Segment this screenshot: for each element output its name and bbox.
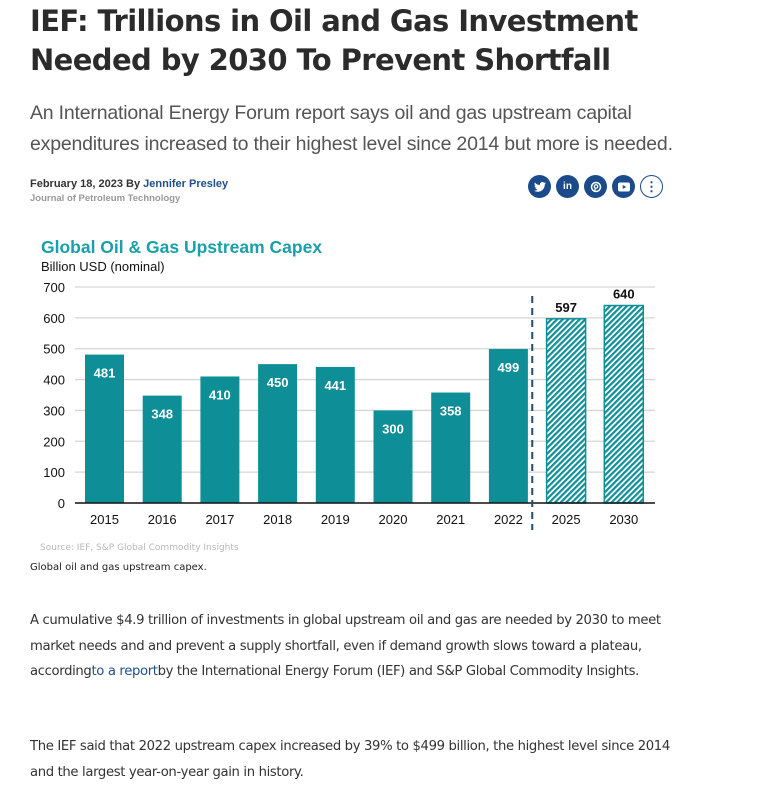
y-tick-label: 700: [43, 280, 65, 295]
twitter-icon: [533, 181, 546, 192]
bar-2017: [200, 376, 240, 503]
chart-source: Source: IEF, S&P Global Commodity Insigh…: [40, 543, 239, 553]
x-tick-label: 2017: [205, 512, 234, 527]
paragraph-text: A cumulative $4.9 trillion of investment…: [30, 613, 661, 679]
linkedin-share-button[interactable]: in: [556, 175, 579, 198]
bar-2019: [315, 366, 355, 503]
youtube-icon: [617, 182, 630, 191]
article-meta: February 18, 2023 By Jennifer Presley Jo…: [30, 178, 228, 205]
y-tick-label: 100: [43, 465, 65, 480]
paragraph-text: by the International Energy Forum (IEF) …: [157, 664, 640, 679]
x-tick-label: 2030: [609, 512, 638, 527]
article-paragraph: A cumulative $4.9 trillion of investment…: [30, 608, 680, 685]
bar-2022: [488, 349, 528, 503]
y-tick-label: 400: [43, 373, 65, 388]
data-label-2021: 358: [440, 404, 462, 419]
data-label-2020: 300: [382, 421, 404, 436]
pinterest-icon: [590, 181, 601, 192]
social-share-bar: in ⋮: [528, 175, 663, 198]
x-tick-label: 2021: [436, 512, 465, 527]
article-paragraph: The IEF said that 2022 upstream capex in…: [30, 739, 670, 780]
linkedin-icon: in: [563, 181, 572, 192]
more-options-button[interactable]: ⋮: [640, 175, 663, 198]
data-label-2015: 481: [94, 366, 116, 381]
article-subtitle: An International Energy Forum report say…: [30, 102, 673, 155]
data-label-2030: 640: [613, 287, 635, 302]
x-tick-label: 2020: [379, 512, 408, 527]
data-label-2025: 597: [555, 300, 577, 315]
bar-2021: [431, 392, 471, 503]
report-link[interactable]: to a report: [91, 664, 158, 679]
x-tick-label: 2016: [148, 512, 177, 527]
x-tick-label: 2022: [494, 512, 523, 527]
more-options-icon: ⋮: [645, 178, 658, 194]
y-tick-label: 0: [58, 496, 65, 511]
chart-ylabel: Billion USD (nominal): [41, 259, 165, 274]
chart-title: Global Oil & Gas Upstream Capex: [41, 237, 322, 257]
y-tick-label: 600: [43, 311, 65, 326]
by-label: By: [126, 178, 141, 190]
data-label-2018: 450: [267, 375, 289, 390]
figure-caption: Global oil and gas upstream capex.: [30, 562, 207, 573]
bar-2018: [258, 364, 298, 503]
article-title: IEF: Trillions in Oil and Gas Investment…: [30, 4, 638, 77]
data-label-2017: 410: [209, 387, 231, 402]
bar-2025: [545, 318, 587, 504]
author-link[interactable]: Jennifer Presley: [143, 178, 229, 190]
y-tick-label: 300: [43, 403, 65, 418]
y-tick-label: 200: [43, 434, 65, 449]
data-label-2016: 348: [151, 407, 173, 422]
data-label-2022: 499: [498, 360, 520, 375]
bar-2030: [603, 304, 645, 504]
y-tick-label: 500: [43, 342, 65, 357]
twitter-share-button[interactable]: [528, 175, 551, 198]
bar-2020: [373, 410, 413, 503]
publish-date: February 18, 2023: [30, 178, 123, 190]
x-tick-label: 2019: [321, 512, 350, 527]
bar-2016: [142, 395, 182, 503]
youtube-share-button[interactable]: [612, 175, 635, 198]
bar-2015: [85, 354, 124, 503]
x-tick-label: 2018: [263, 512, 292, 527]
capex-chart: Global Oil & Gas Upstream Capex Billion …: [40, 237, 655, 553]
x-tick-label: 2025: [552, 512, 581, 527]
x-tick-label: 2015: [90, 512, 119, 527]
data-label-2019: 441: [324, 378, 346, 393]
publication-name: Journal of Petroleum Technology: [30, 193, 181, 204]
pinterest-share-button[interactable]: [584, 175, 607, 198]
